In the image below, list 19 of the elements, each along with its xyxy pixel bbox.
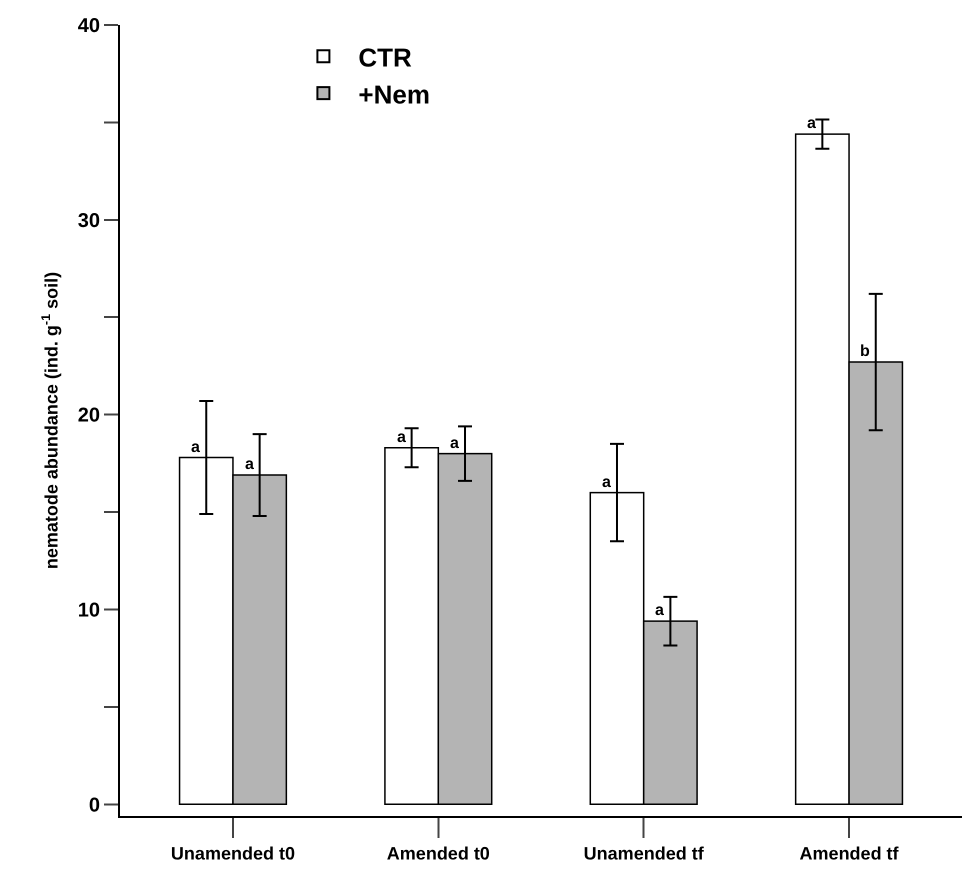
x-tick-label: Amended t0 xyxy=(386,844,490,864)
y-tick-label: 30 xyxy=(78,210,100,232)
y-tick-label: 10 xyxy=(78,599,100,622)
data-label: a xyxy=(450,435,459,452)
data-label: a xyxy=(245,456,254,473)
data-label: a xyxy=(397,429,406,446)
data-label: b xyxy=(860,343,870,360)
data-label: a xyxy=(191,439,200,456)
y-tick-label: 40 xyxy=(78,15,100,37)
x-tick-label: Amended tf xyxy=(800,844,900,864)
legend-label: CTR xyxy=(358,42,412,72)
legend-label: +Nem xyxy=(358,79,430,110)
data-label: a xyxy=(602,474,611,491)
y-tick-label: 0 xyxy=(88,794,100,816)
y-tick-label: 20 xyxy=(78,404,100,427)
data-label: a xyxy=(807,115,816,132)
x-tick-label: Unamended t0 xyxy=(170,844,295,864)
data-label: a xyxy=(655,602,664,619)
x-tick-label: Unamended tf xyxy=(584,844,705,864)
